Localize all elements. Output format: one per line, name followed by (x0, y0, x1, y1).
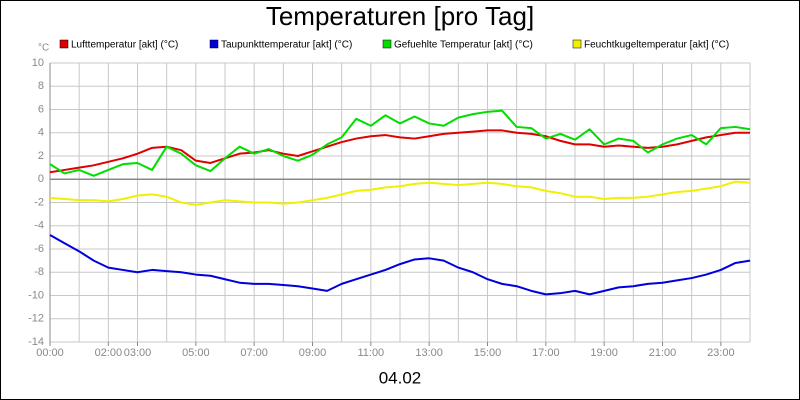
y-tick-label: 2 (38, 150, 44, 162)
series-line (49, 234, 751, 296)
x-tick-label: 17:00 (532, 347, 560, 359)
legend-swatch (209, 39, 219, 49)
y-tick-label: -12 (28, 313, 44, 325)
y-unit: °C (38, 43, 49, 54)
y-tick-label: 0 (38, 173, 44, 185)
y-tick-label: 10 (32, 57, 44, 69)
chart-title: Temperaturen [pro Tag] (266, 1, 534, 31)
series-line (49, 180, 751, 206)
x-tick-label: 03:00 (124, 347, 152, 359)
x-tick-label: 05:00 (182, 347, 210, 359)
x-tick-label: 21:00 (649, 347, 677, 359)
x-tick-label: 09:00 (299, 347, 327, 359)
y-tick-label: 4 (38, 127, 44, 139)
legend-swatch (382, 39, 392, 49)
y-tick-label: -6 (34, 243, 44, 255)
y-tick-label: 8 (38, 80, 44, 92)
series-line (49, 109, 751, 177)
x-tick-label: 15:00 (474, 347, 502, 359)
y-tick-label: -14 (28, 336, 44, 348)
x-tick-label: 19:00 (590, 347, 618, 359)
legend-label: Taupunkttemperatur [akt] (°C) (221, 40, 352, 51)
x-tick-label: 00:00 (36, 347, 64, 359)
x-tick-label: 11:00 (357, 347, 384, 359)
legend-label: Feuchtkugeltemperatur [akt] (°C) (584, 40, 729, 51)
legend-label: Lufttemperatur [akt] (°C) (71, 40, 178, 51)
x-tick-label: 07:00 (240, 347, 268, 359)
y-tick-label: -4 (34, 220, 44, 232)
x-tick-label: 23:00 (707, 347, 735, 359)
x-tick-label: 13:00 (415, 347, 443, 359)
legend-swatch (572, 39, 582, 49)
legend-swatch (59, 39, 69, 49)
legend-label: Gefuehlte Temperatur [akt] (°C) (394, 40, 533, 51)
x-axis-label: 04.02 (379, 368, 422, 387)
y-tick-label: -10 (28, 289, 44, 301)
y-tick-label: 6 (38, 103, 44, 115)
y-tick-label: -8 (34, 266, 44, 278)
x-tick-label: 02:00 (95, 347, 123, 359)
y-tick-label: -2 (34, 196, 44, 208)
